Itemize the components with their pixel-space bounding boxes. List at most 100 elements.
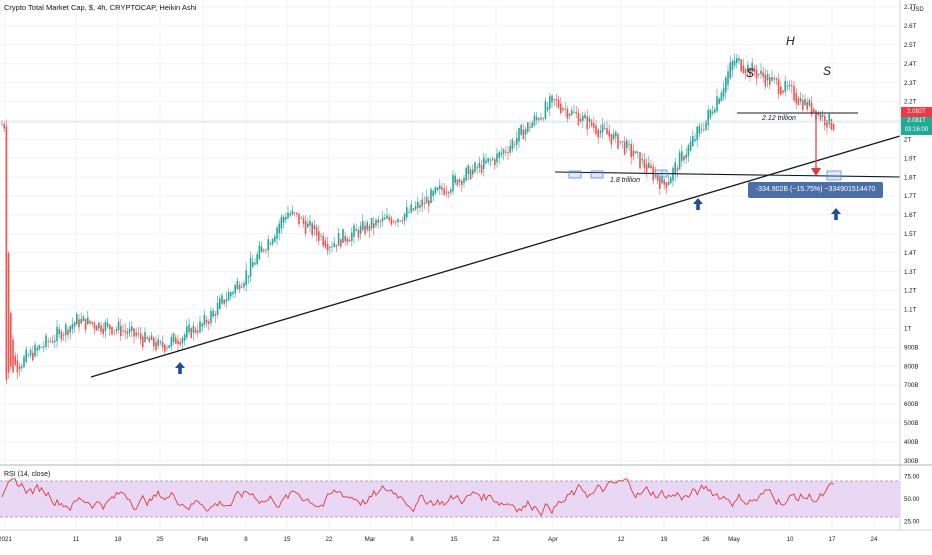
candle-body [670,177,672,184]
candle-body [139,333,142,340]
candle-body [771,77,773,82]
candle-body [738,58,740,61]
candle-body [725,77,727,93]
candle-body [687,145,690,157]
candle-body [560,103,562,114]
price-axis-label: 1.9T [904,155,917,162]
price-axis-label: 2.7T [904,4,917,11]
candle-body [766,74,769,81]
candle-body [137,333,140,335]
candle-body [500,152,503,155]
candle-body [489,159,492,161]
candle-body [386,215,388,219]
candle-body [577,112,580,126]
price-axis-label: 800B [904,363,918,370]
price-axis-label: 300B [904,458,918,465]
candle-body [318,231,320,242]
candle-body [786,86,789,88]
candle-body [509,145,511,153]
candle-body [331,246,333,248]
candle-body [65,324,67,336]
price-axis-label: 1.6T [904,212,917,219]
price-axis-label: 500B [904,420,918,427]
candle-body [300,218,302,219]
candle-body [439,185,441,189]
candle-body [247,275,250,278]
candle-body [454,175,456,183]
candle-body [736,58,738,64]
candle-body [133,328,135,337]
measure-tooltip: -334.902B (−15.75%) −334901514470 [748,182,883,198]
candle-body [698,126,701,134]
candle-body [111,326,113,335]
candle-body [124,330,126,333]
candle-body [533,115,536,125]
candle-body [322,235,324,246]
candle-body [749,68,751,76]
candle-body [777,79,780,94]
candle-body [340,239,342,247]
candle-body [230,292,232,297]
candle-body [456,179,459,186]
candle-body [826,120,828,128]
candle-body [289,213,291,216]
candle-body [144,332,146,342]
candle-body [780,86,782,95]
candle-body [542,118,544,120]
candle-body [608,131,610,137]
candle-body [817,113,819,116]
candle-body [764,74,767,87]
candle-body [54,340,56,342]
time-axis-label: 15 [451,536,458,543]
candle-body [432,190,434,197]
up-arrow-icon [831,208,841,220]
candle-body [377,219,379,223]
candle-body [201,323,203,327]
candle-body [423,202,426,204]
candle-body [824,115,826,126]
candle-body [601,124,604,133]
candle-body [102,328,104,334]
candle-body [348,240,351,242]
candle-body [637,151,639,153]
candle-body [485,160,487,164]
support-touch-box [590,170,604,179]
candle-body [342,228,344,243]
candle-body [568,113,571,116]
candle-body [78,319,80,328]
candle-body [659,177,661,189]
candle-body [694,139,696,141]
candle-body [311,223,313,236]
candle-body [641,158,643,161]
candle-body [287,212,289,219]
candle-body [656,174,659,181]
candle-body [164,344,166,352]
candle-body [329,247,331,249]
candle-body [379,221,382,223]
candle-body [678,152,681,170]
candle-body [205,320,208,324]
candle-body [157,339,159,346]
candle-body [267,239,269,251]
candle-body [645,163,648,172]
candle-body [399,220,401,222]
candle-body [69,326,71,333]
price-axis-label: 400B [904,439,918,446]
candle-body [278,223,280,234]
candle-body [709,109,712,118]
candle-body [170,337,173,347]
candle-body [689,141,692,151]
candle-body [478,162,481,168]
candle-body [38,345,41,350]
candle-body [775,78,778,81]
candle-body [135,332,137,336]
rsi-title: RSI (14, close) [4,471,51,478]
candle-body [674,162,676,175]
candle-body [238,285,241,290]
candle-body [593,123,595,128]
candle-body [419,204,421,208]
candle-body [219,298,221,309]
candle-body [615,132,617,137]
